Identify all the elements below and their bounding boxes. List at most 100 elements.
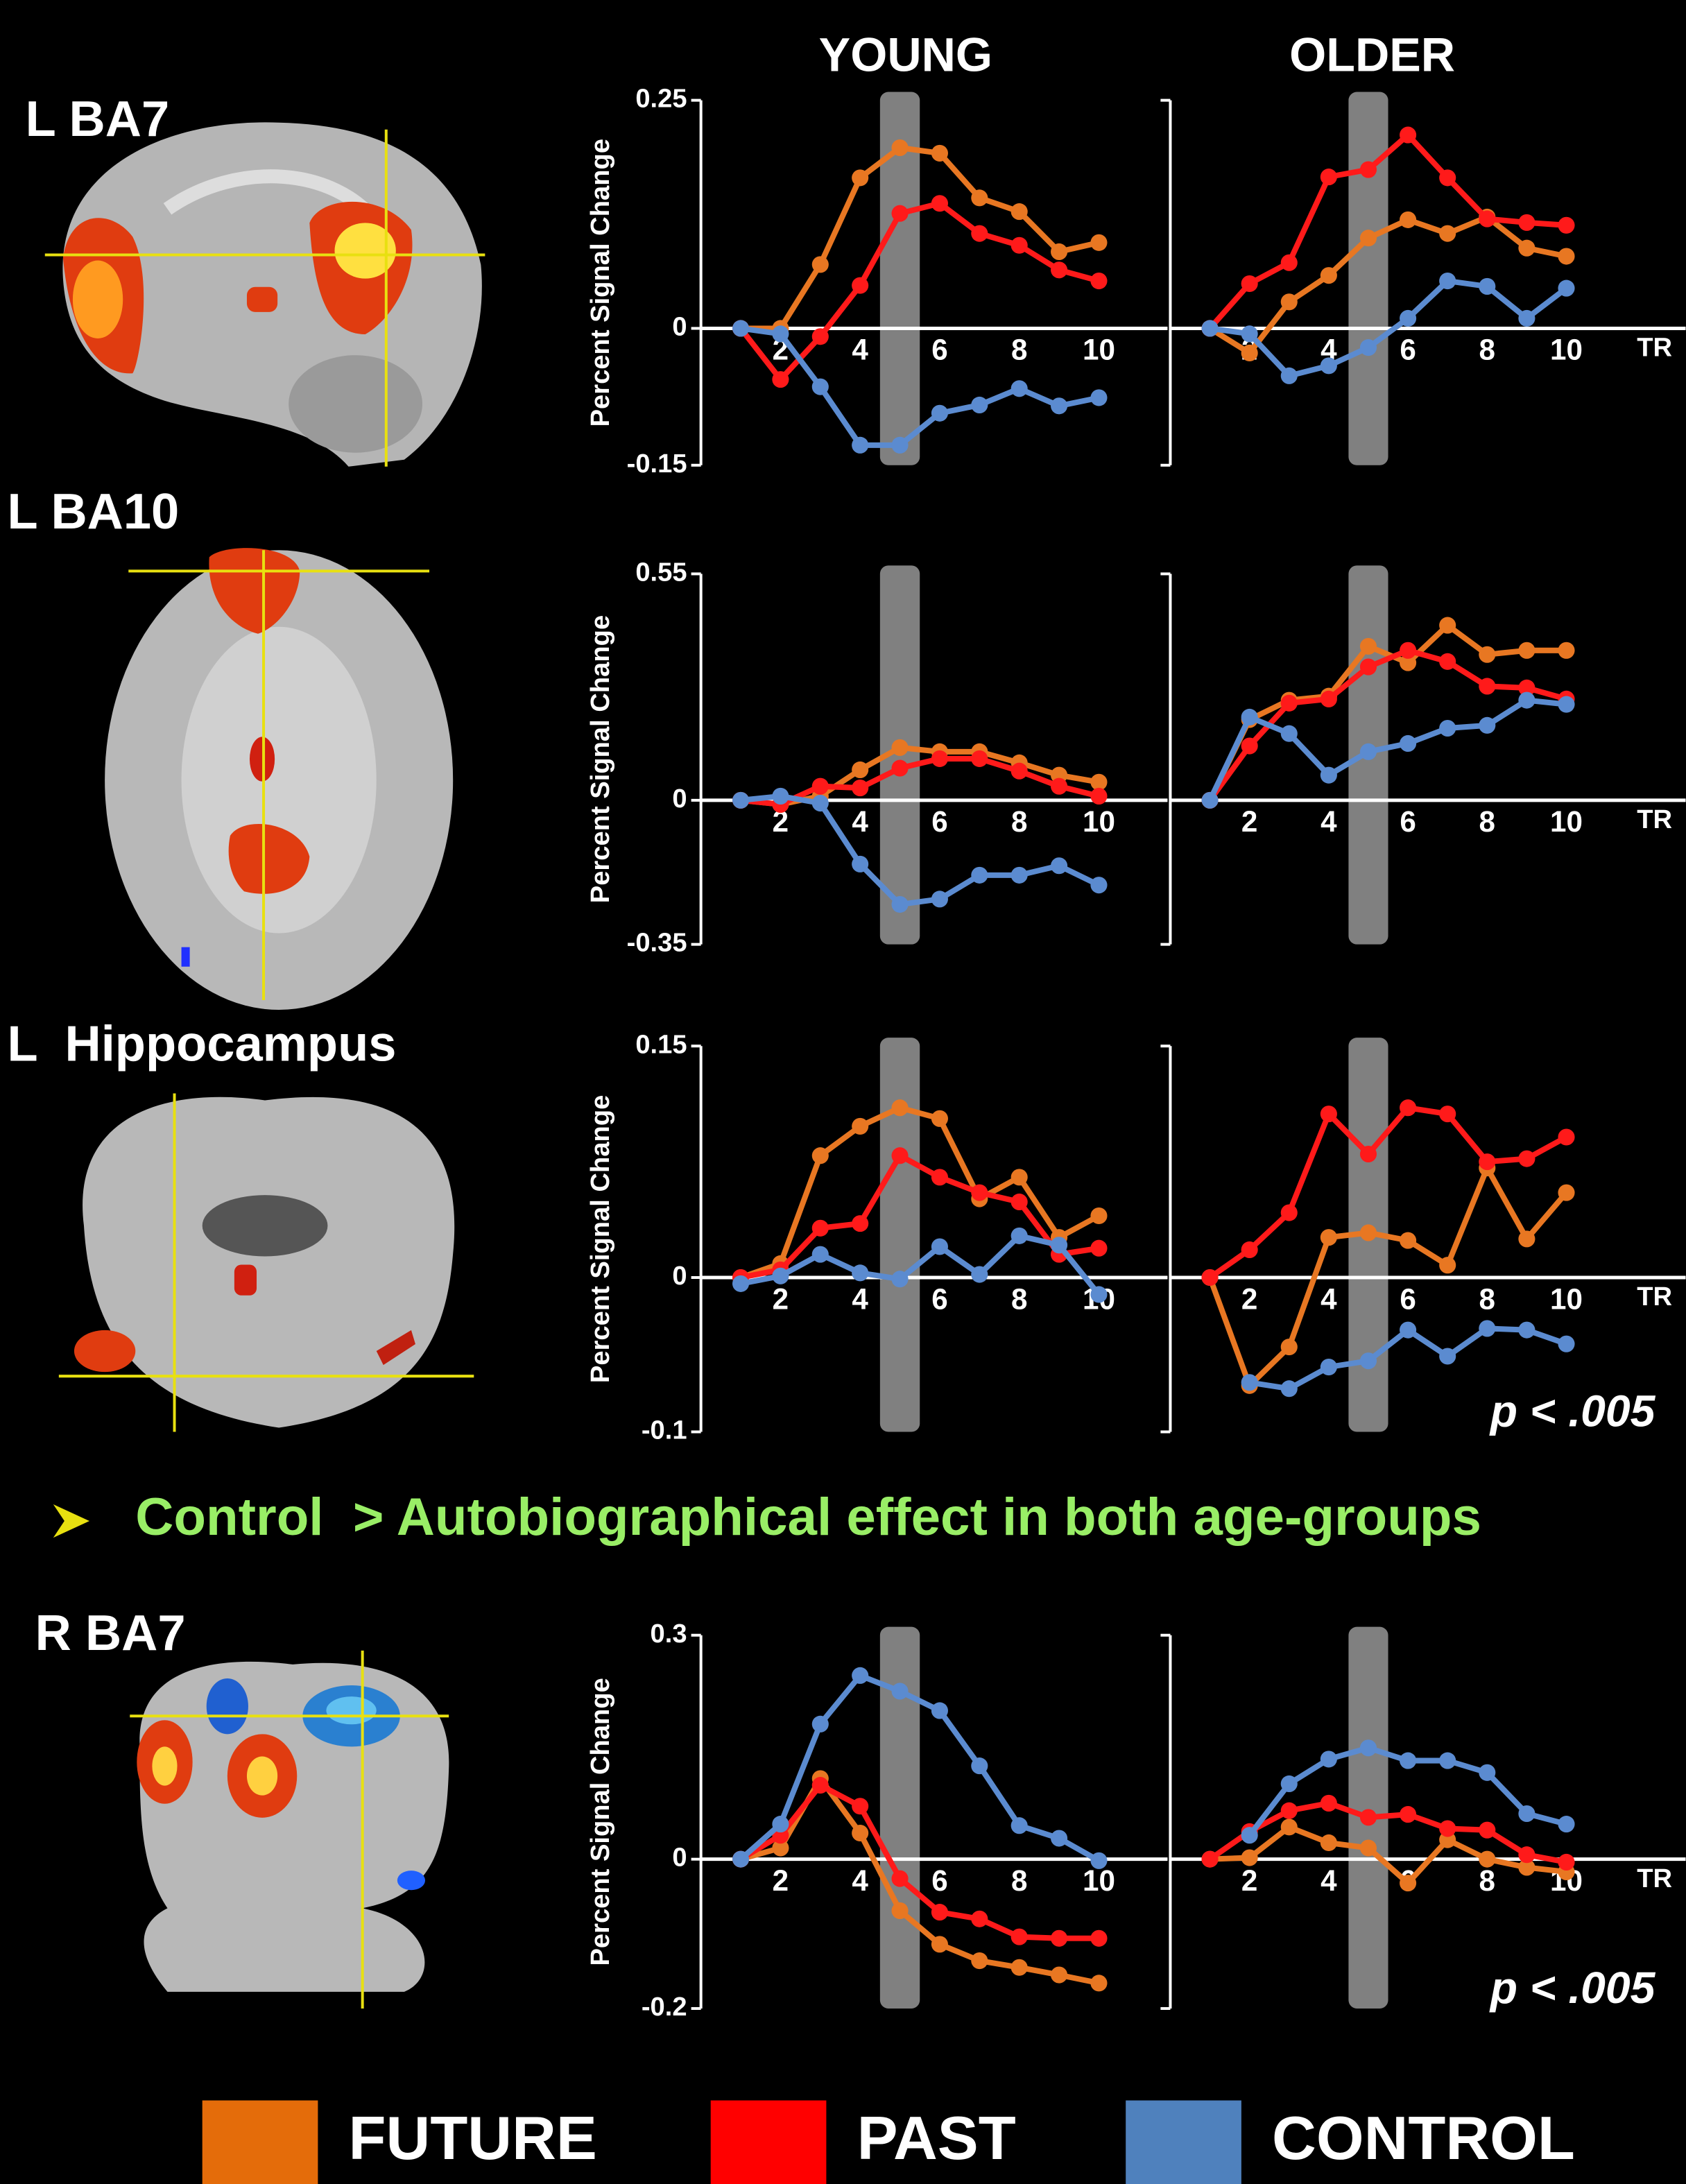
legend-label: CONTROL: [1272, 2104, 1575, 2172]
x-tick-label: 6: [1400, 1282, 1416, 1315]
y-tick-label: 0: [672, 784, 687, 814]
data-point: [1281, 695, 1298, 712]
data-point: [892, 1099, 909, 1116]
data-point: [1518, 1322, 1535, 1339]
shaded-span: [880, 1038, 920, 1431]
data-point: [1051, 1966, 1067, 1983]
data-point: [1360, 1809, 1377, 1825]
data-point: [1321, 267, 1337, 284]
data-point: [1518, 214, 1535, 231]
x-tick-label: 10: [1083, 805, 1115, 838]
legend-swatch: [1126, 2101, 1241, 2184]
data-point: [1051, 778, 1067, 795]
data-point: [1241, 709, 1258, 725]
x-tick-label: 6: [1400, 805, 1416, 838]
y-tick-label: 0: [672, 1261, 687, 1291]
data-point: [892, 205, 909, 222]
data-point: [1090, 1852, 1107, 1869]
data-point: [772, 371, 789, 388]
data-point: [1558, 642, 1574, 659]
data-point: [1051, 1237, 1067, 1253]
data-point: [1439, 1106, 1456, 1122]
column-header: YOUNG: [819, 28, 992, 81]
data-point: [852, 1798, 868, 1814]
data-point: [1321, 691, 1337, 707]
data-point: [1558, 696, 1574, 713]
data-point: [1400, 1875, 1416, 1891]
data-point: [892, 139, 909, 156]
x-tick-label: 10: [1083, 1864, 1115, 1897]
data-point: [1360, 743, 1377, 760]
data-point: [1400, 212, 1416, 228]
data-point: [892, 739, 909, 756]
y-tick-label: 0: [672, 312, 687, 342]
data-point: [971, 1185, 988, 1201]
data-point: [971, 867, 988, 884]
data-point: [1321, 1106, 1337, 1122]
data-point: [1011, 1194, 1028, 1210]
data-point: [1518, 1846, 1535, 1863]
data-point: [1051, 243, 1067, 260]
data-point: [1360, 638, 1377, 655]
data-point: [931, 195, 948, 212]
data-point: [931, 1238, 948, 1255]
data-point: [971, 1266, 988, 1283]
x-tick-label: 2: [773, 1282, 789, 1315]
data-point: [1479, 278, 1495, 295]
data-point: [892, 760, 909, 777]
x-tick-label: 6: [931, 334, 947, 366]
data-point: [1439, 225, 1456, 242]
data-point: [971, 225, 988, 242]
data-point: [1400, 735, 1416, 752]
data-point: [1400, 127, 1416, 144]
data-point: [1202, 1269, 1219, 1286]
region-label: R BA7: [35, 1606, 186, 1661]
data-point: [931, 1702, 948, 1719]
data-point: [1518, 692, 1535, 709]
x-tick-label: 8: [1011, 1864, 1027, 1897]
data-point: [1011, 1817, 1028, 1834]
data-point: [852, 856, 868, 872]
data-point: [772, 1268, 789, 1284]
data-point: [931, 891, 948, 907]
data-point: [812, 795, 829, 811]
data-point: [1241, 1827, 1258, 1843]
y-tick-label: -0.35: [627, 928, 687, 958]
y-tick-label: 0.3: [651, 1619, 687, 1649]
data-point: [732, 1275, 749, 1292]
data-point: [1090, 234, 1107, 251]
x-tick-label: 6: [931, 1864, 947, 1897]
x-tick-label: 8: [1479, 1864, 1495, 1897]
data-point: [1360, 1352, 1377, 1369]
data-point: [812, 1220, 829, 1237]
data-point: [1400, 642, 1416, 659]
y-axis-label: Percent Signal Change: [585, 1678, 615, 1966]
x-tick-label: 4: [852, 1864, 868, 1897]
data-point: [1360, 1146, 1377, 1162]
data-point: [1321, 169, 1337, 185]
data-point: [1558, 280, 1574, 297]
data-point: [1400, 1322, 1416, 1339]
data-point: [1241, 737, 1258, 754]
data-point: [1090, 1286, 1107, 1302]
legend-label: PAST: [857, 2104, 1016, 2172]
data-point: [812, 256, 829, 273]
data-point: [1518, 310, 1535, 327]
x-tick-label: 8: [1479, 805, 1495, 838]
data-point: [1090, 1207, 1107, 1224]
x-tick-label: 8: [1479, 1282, 1495, 1315]
data-point: [1241, 325, 1258, 342]
data-point: [1360, 162, 1377, 178]
data-point: [971, 397, 988, 413]
x-tick-label: 2: [773, 1864, 789, 1897]
data-point: [1400, 1753, 1416, 1769]
x-tick-label: 10: [1550, 1282, 1583, 1315]
data-point: [1400, 310, 1416, 327]
data-point: [1439, 617, 1456, 634]
data-point: [1479, 1764, 1495, 1781]
x-tick-label: 6: [931, 805, 947, 838]
data-point: [1400, 1232, 1416, 1249]
region-label: L BA10: [8, 484, 180, 540]
data-point: [1321, 1795, 1337, 1812]
data-point: [1051, 1830, 1067, 1846]
